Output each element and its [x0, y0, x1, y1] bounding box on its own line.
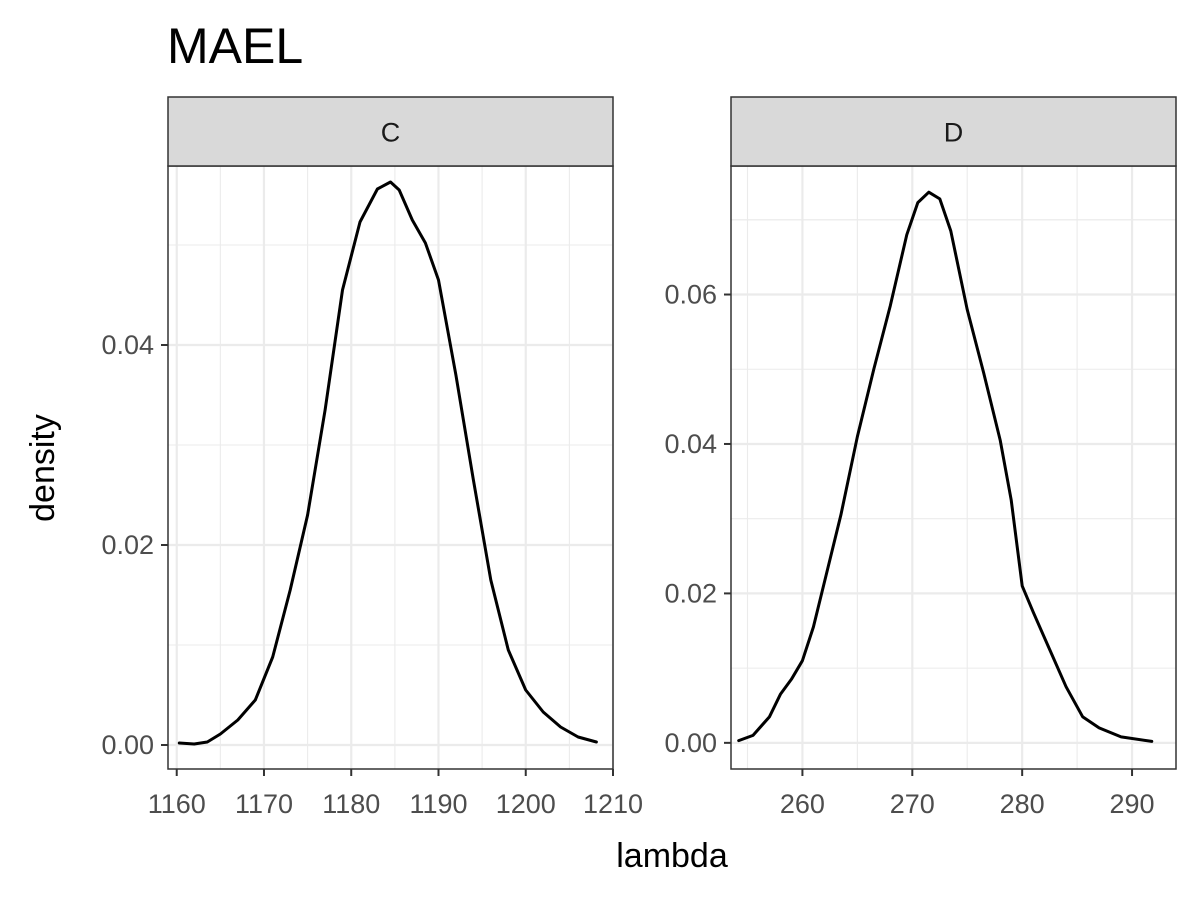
- y-tick-label: 0.04: [101, 330, 154, 360]
- y-tick-label: 0.04: [664, 429, 717, 459]
- panel-border-d: [730, 165, 1177, 770]
- panel-border-c: [167, 165, 614, 770]
- facet-panel-c: C 1160 1170 1180 1190 1200 1210 0.00 0.02 0.04: [101, 96, 643, 819]
- y-tick-label: 0.00: [101, 730, 154, 760]
- facet-strip-c: [167, 96, 614, 167]
- facet-strip-label-d: D: [944, 118, 964, 148]
- x-tick-label: 1180: [322, 789, 380, 819]
- y-tick-label: 0.00: [664, 728, 717, 758]
- density-curve-c: [177, 180, 598, 746]
- y-tick-label: 0.06: [664, 280, 717, 310]
- x-tick-label: 280: [1000, 789, 1045, 819]
- chart-title: MAEL: [167, 18, 303, 74]
- facet-panels: C 1160 1170 1180 1190 1200 1210 0.00 0.02 0.04 D 26…: [101, 96, 1177, 819]
- x-tick-label: 1200: [496, 789, 556, 819]
- x-tick-label: 1170: [235, 789, 293, 819]
- y-axis-title: density: [24, 414, 62, 522]
- y-tick-label: 0.02: [101, 530, 154, 560]
- x-tick-label: 260: [780, 789, 825, 819]
- y-tick-label: 0.02: [664, 578, 717, 608]
- x-tick-label: 270: [890, 789, 935, 819]
- facet-panel-d: D 260 270 280 290 0.00 0.02 0.04 0.06: [664, 96, 1177, 819]
- density-curve-d: [737, 190, 1154, 743]
- x-tick-label: 290: [1110, 789, 1155, 819]
- facet-strip-label-c: C: [381, 118, 401, 148]
- x-axis-title: lambda: [616, 837, 728, 875]
- facet-strip-d: [730, 96, 1177, 167]
- x-tick-label: 1190: [409, 789, 467, 819]
- x-tick-label: 1210: [583, 789, 643, 819]
- x-tick-label: 1160: [148, 789, 206, 819]
